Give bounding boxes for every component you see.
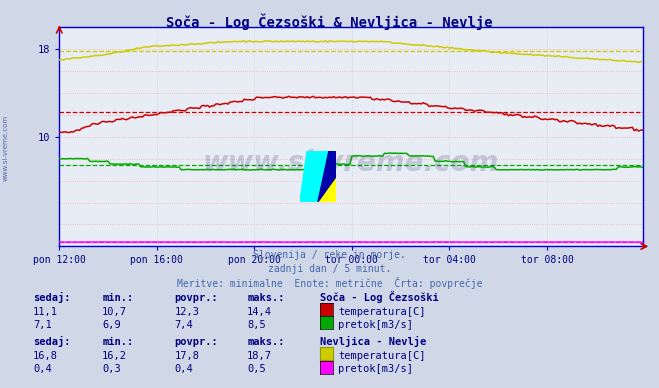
Text: temperatura[C]: temperatura[C] — [338, 351, 426, 361]
Text: 12,3: 12,3 — [175, 307, 200, 317]
Text: 7,4: 7,4 — [175, 320, 193, 330]
Text: sedaj:: sedaj: — [33, 292, 71, 303]
Text: Nevljica - Nevlje: Nevljica - Nevlje — [320, 336, 426, 346]
Text: 11,1: 11,1 — [33, 307, 58, 317]
Text: temperatura[C]: temperatura[C] — [338, 307, 426, 317]
Text: 18,7: 18,7 — [247, 351, 272, 361]
Text: sedaj:: sedaj: — [33, 336, 71, 346]
Text: 14,4: 14,4 — [247, 307, 272, 317]
Text: min.:: min.: — [102, 336, 133, 346]
Text: 0,5: 0,5 — [247, 364, 266, 374]
Text: 0,4: 0,4 — [175, 364, 193, 374]
Polygon shape — [318, 151, 336, 202]
Text: povpr.:: povpr.: — [175, 293, 218, 303]
Text: 16,2: 16,2 — [102, 351, 127, 361]
Text: 6,9: 6,9 — [102, 320, 121, 330]
Text: www.si-vreme.com: www.si-vreme.com — [2, 114, 9, 180]
Text: Slovenija / reke in morje.: Slovenija / reke in morje. — [253, 250, 406, 260]
Text: www.si-vreme.com: www.si-vreme.com — [203, 149, 499, 177]
Text: Soča - Log Čezsoški: Soča - Log Čezsoški — [320, 291, 438, 303]
Text: maks.:: maks.: — [247, 336, 285, 346]
Text: pretok[m3/s]: pretok[m3/s] — [338, 320, 413, 330]
Text: 0,4: 0,4 — [33, 364, 51, 374]
Text: Soča - Log Čezsoški & Nevljica - Nevlje: Soča - Log Čezsoški & Nevljica - Nevlje — [166, 14, 493, 30]
Text: 17,8: 17,8 — [175, 351, 200, 361]
Text: maks.:: maks.: — [247, 293, 285, 303]
Text: 7,1: 7,1 — [33, 320, 51, 330]
Text: 8,5: 8,5 — [247, 320, 266, 330]
Text: pretok[m3/s]: pretok[m3/s] — [338, 364, 413, 374]
Text: min.:: min.: — [102, 293, 133, 303]
Text: 0,3: 0,3 — [102, 364, 121, 374]
Text: zadnji dan / 5 minut.: zadnji dan / 5 minut. — [268, 264, 391, 274]
Text: povpr.:: povpr.: — [175, 336, 218, 346]
Polygon shape — [300, 151, 329, 202]
Polygon shape — [318, 151, 336, 202]
Text: 16,8: 16,8 — [33, 351, 58, 361]
Text: 10,7: 10,7 — [102, 307, 127, 317]
Text: Meritve: minimalne  Enote: metrične  Črta: povprečje: Meritve: minimalne Enote: metrične Črta:… — [177, 277, 482, 289]
